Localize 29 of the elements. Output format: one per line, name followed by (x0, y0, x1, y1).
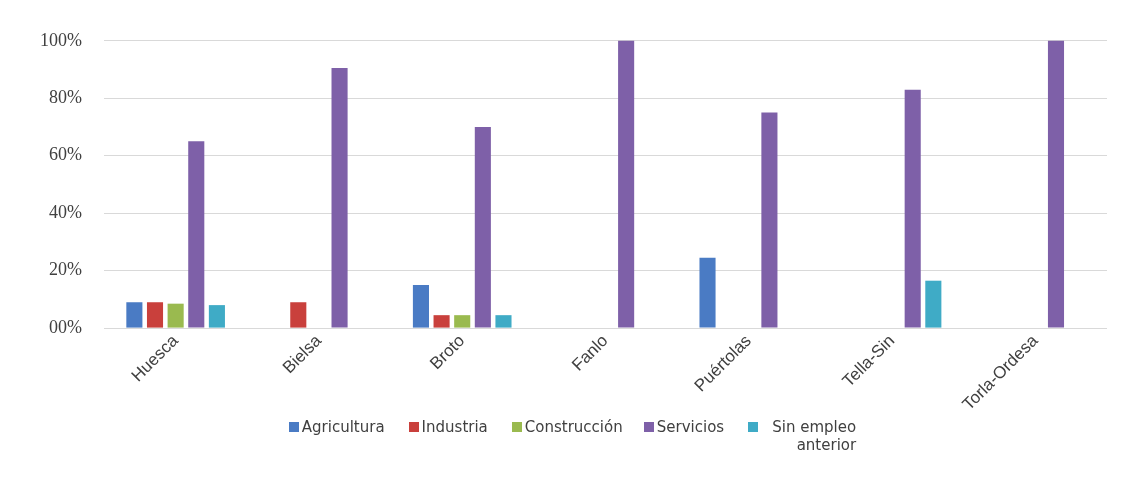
bar (474, 126, 491, 328)
bar (618, 40, 635, 328)
bar (126, 302, 143, 328)
bar (699, 257, 716, 328)
bar (290, 302, 307, 328)
bar (1047, 40, 1065, 328)
bar (433, 315, 450, 328)
bar (904, 89, 921, 328)
bar (167, 303, 184, 328)
legend-label: Sin empleo anterior (771, 418, 857, 454)
y-tick-label: 20% (48, 259, 82, 280)
y-tick-label: 80% (48, 86, 82, 107)
legend-label: Agricultura (301, 418, 385, 436)
y-tick-label: 100% (39, 29, 82, 50)
bar (412, 285, 429, 328)
bar (761, 112, 778, 328)
legend-label: Construcción (524, 418, 623, 436)
bar (331, 68, 348, 328)
bar (454, 315, 471, 328)
bar (208, 305, 225, 328)
bar (146, 302, 164, 328)
bar (925, 280, 942, 328)
bar (188, 141, 205, 328)
legend-label: Industria (421, 418, 488, 436)
y-tick-label: 60% (48, 144, 82, 165)
y-tick-label: 40% (48, 201, 82, 222)
legend-label: Servicios (656, 418, 725, 436)
y-tick-label: 00% (48, 316, 82, 337)
bar (495, 315, 512, 328)
